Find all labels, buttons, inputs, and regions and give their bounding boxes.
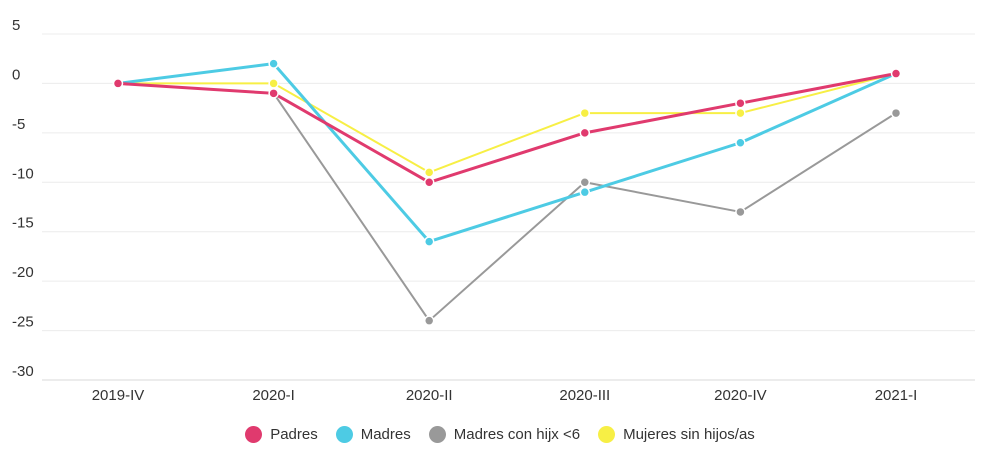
series-madres <box>112 58 902 247</box>
data-point[interactable] <box>268 58 279 69</box>
legend-item[interactable]: Padres <box>245 426 318 443</box>
x-axis-ticks: 2019-IV 2020-I 2020-II 2020-III 2020-IV 2021-… <box>92 387 918 404</box>
y-tick-label: -30 <box>12 363 34 380</box>
legend-swatch <box>245 426 263 443</box>
x-tick-label: 2019-IV <box>92 387 145 404</box>
data-point[interactable] <box>735 97 746 109</box>
series-madres-con-hijx-6 <box>268 88 902 326</box>
legend-item[interactable]: Madres con hijx <6 <box>428 426 581 443</box>
y-tick-label: -20 <box>12 264 34 281</box>
series-line <box>117 72 897 184</box>
legend-swatch <box>335 426 353 443</box>
data-point[interactable] <box>579 177 591 188</box>
legend-label: Madres <box>360 426 411 443</box>
y-tick-label: 5 <box>12 17 20 34</box>
legend-label: Padres <box>270 426 318 443</box>
series-lines <box>112 58 902 326</box>
legend-swatch <box>598 426 616 443</box>
data-point[interactable] <box>579 127 591 139</box>
x-tick-label: 2020-III <box>559 387 610 404</box>
x-tick-label: 2020-II <box>406 387 453 404</box>
data-point[interactable] <box>423 167 435 178</box>
x-tick-label: 2020-IV <box>714 387 767 404</box>
line-chart: 5 0 -5 -10 -15 -20 -25 -30 2019-IV 2020-I 2020-II… <box>12 17 975 404</box>
legend-swatch <box>428 426 446 443</box>
legend-item[interactable]: Mujeres sin hijos/as <box>598 426 755 443</box>
legend-label: Madres con hijx <6 <box>453 426 581 443</box>
data-point[interactable] <box>890 107 902 119</box>
data-point[interactable] <box>735 107 746 119</box>
data-point[interactable] <box>268 88 279 99</box>
series-line <box>117 62 897 244</box>
data-point[interactable] <box>423 236 435 247</box>
legend-label: Mujeres sin hijos/as <box>623 426 755 443</box>
y-tick-label: -25 <box>12 314 34 331</box>
y-tick-label: -10 <box>12 165 34 182</box>
data-point[interactable] <box>579 107 591 119</box>
data-point[interactable] <box>423 177 435 188</box>
series-line <box>118 72 897 174</box>
data-point[interactable] <box>268 78 279 89</box>
data-point[interactable] <box>735 137 746 148</box>
y-axis-ticks: 5 0 -5 -10 -15 -20 -25 -30 <box>12 17 34 380</box>
data-point[interactable] <box>579 186 591 198</box>
data-point[interactable] <box>423 315 435 326</box>
data-point[interactable] <box>112 78 124 89</box>
y-tick-label: -5 <box>12 116 25 133</box>
x-tick-label: 2021-I <box>875 387 918 404</box>
series-padres <box>112 68 902 188</box>
y-tick-label: 0 <box>12 66 20 83</box>
legend-item[interactable]: Madres <box>335 426 411 443</box>
y-tick-label: -15 <box>12 215 34 232</box>
series-line <box>272 92 897 322</box>
legend: Padres Madres Madres con hijx <6 Mujeres si… <box>0 426 1000 443</box>
data-point[interactable] <box>735 206 746 218</box>
data-point[interactable] <box>890 68 902 79</box>
x-tick-label: 2020-I <box>252 387 295 404</box>
